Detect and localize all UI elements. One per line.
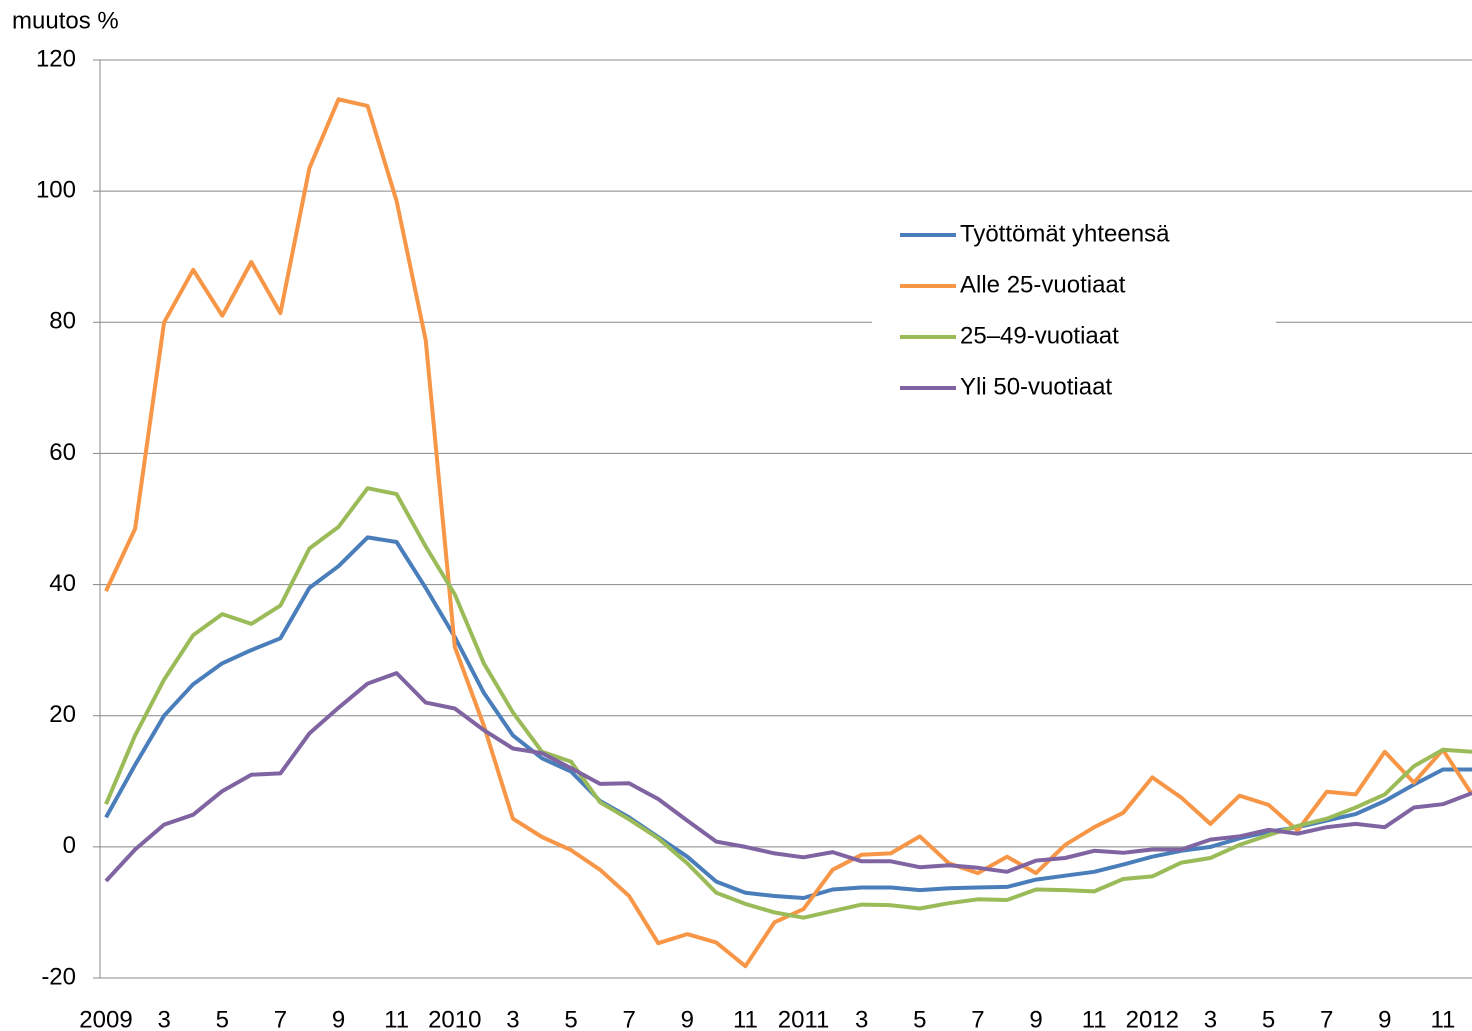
y-tick-label: 120: [36, 45, 76, 72]
x-tick-label: 7: [274, 1006, 287, 1031]
x-tick-label: 5: [913, 1006, 926, 1031]
x-tick-label: 11: [384, 1006, 409, 1031]
y-tick-label: 20: [49, 701, 76, 728]
series-line: [104, 486, 1472, 920]
y-tick-label: 40: [49, 570, 76, 597]
x-tick-label: 7: [1320, 1006, 1333, 1031]
x-tick-label: 7: [622, 1006, 635, 1031]
series-line: [104, 535, 1472, 900]
x-tick-label: 5: [564, 1006, 577, 1031]
x-tick-label: 9: [681, 1006, 694, 1031]
x-tick-label: 3: [855, 1006, 868, 1031]
x-tick-label: 5: [216, 1006, 229, 1031]
x-tick-label: 9: [332, 1006, 345, 1031]
x-tick-label: 2010: [428, 1006, 481, 1031]
x-tick-label: 3: [506, 1006, 519, 1031]
x-tick-label: 9: [1029, 1006, 1042, 1031]
x-tick-label: 2012: [1126, 1006, 1179, 1031]
legend-label: Työttömät yhteensä: [960, 220, 1170, 247]
series-line: [104, 671, 1472, 883]
x-tick-label: 11: [1430, 1006, 1455, 1031]
x-tick-label: 5: [1262, 1006, 1275, 1031]
x-tick-label: 3: [157, 1006, 170, 1031]
y-tick-label: 100: [36, 176, 76, 203]
x-tick-label: 3: [1204, 1006, 1217, 1031]
x-tick-label: 11: [733, 1006, 758, 1031]
legend-label: 25–49-vuotiaat: [960, 322, 1119, 349]
x-tick-label: 11: [1082, 1006, 1107, 1031]
legend-label: Yli 50-vuotiaat: [960, 373, 1112, 400]
legend-box: [872, 210, 1276, 416]
x-tick-label: 7: [971, 1006, 984, 1031]
y-tick-label: -20: [41, 963, 76, 990]
y-tick-label: 80: [49, 308, 76, 335]
x-tick-label: 9: [1378, 1006, 1391, 1031]
legend-label: Alle 25-vuotiaat: [960, 271, 1126, 298]
y-axis-label: muutos %: [12, 7, 119, 34]
x-tick-label: 2011: [778, 1006, 830, 1031]
y-tick-label: 0: [63, 832, 76, 859]
y-tick-label: 60: [49, 439, 76, 466]
x-tick-label: 2009: [79, 1006, 132, 1031]
